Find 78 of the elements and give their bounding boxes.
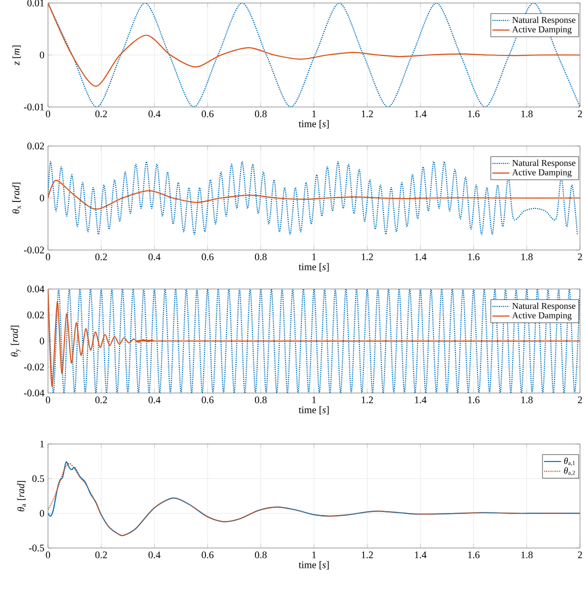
x-tick-label: 2 xyxy=(578,254,582,260)
y-tick-label: 0.5 xyxy=(32,475,44,482)
x-tick-label: 0.4 xyxy=(148,110,160,118)
y-tick-label: 0 xyxy=(40,52,44,58)
x-tick-label: 1 xyxy=(312,110,316,118)
x-tick-label: 0.6 xyxy=(202,396,214,404)
legend-label: Active Damping xyxy=(512,26,572,34)
legend-label: Active Damping xyxy=(512,312,572,320)
x-tick-label: 0.8 xyxy=(254,110,267,118)
y-tick-label: -0.02 xyxy=(24,246,44,254)
x-axis-title: time [s] xyxy=(298,120,329,128)
x-tick-label: 1.4 xyxy=(415,396,426,404)
x-tick-label: 1.2 xyxy=(362,110,373,118)
legend-label: Active Damping xyxy=(512,169,572,178)
x-tick-label: 1.8 xyxy=(521,110,533,118)
y-axis-title: θ$_{x}$ [rad] xyxy=(12,182,21,214)
y-tick-label: 0.02 xyxy=(27,312,44,318)
y-tick-label: -0.01 xyxy=(24,104,44,110)
y-tick-label: 1 xyxy=(40,440,44,448)
legend-label: Natural Response xyxy=(512,16,576,25)
y-tick-label: 0 xyxy=(40,510,44,517)
line-series xyxy=(48,161,578,235)
x-tick-label: 1.8 xyxy=(521,396,533,404)
legend-label: θ$_{a,2}$ xyxy=(564,467,575,476)
x-axis-title: time [s] xyxy=(298,263,329,272)
x-tick-label: 0.4 xyxy=(148,552,160,558)
x-tick-label: 1.6 xyxy=(468,254,480,260)
legend-label: Natural Response xyxy=(512,160,576,168)
x-tick-label: 0.8 xyxy=(254,254,267,260)
x-tick-label: 1.4 xyxy=(415,552,426,558)
x-axis-title: time [s] xyxy=(298,561,329,570)
x-tick-label: 0 xyxy=(46,110,50,118)
x-tick-label: 0.2 xyxy=(95,552,107,558)
x-tick-label: 0 xyxy=(46,552,50,558)
x-tick-label: 1 xyxy=(312,396,316,404)
y-tick-label: -0.02 xyxy=(24,364,44,370)
x-tick-label: 1.4 xyxy=(415,254,426,260)
x-tick-label: 0.6 xyxy=(202,552,214,558)
line-series xyxy=(48,180,580,210)
x-tick-label: 1.2 xyxy=(362,254,373,260)
x-tick-label: 1.8 xyxy=(521,254,533,260)
x-tick-label: 0.8 xyxy=(254,552,267,558)
y-tick-label: 0 xyxy=(40,338,44,344)
y-axis-title: θ$_{a}$ [rad] xyxy=(17,480,26,512)
y-axis-title: θ$_{y}$ [rad] xyxy=(10,326,21,357)
x-tick-label: 0.2 xyxy=(95,254,107,260)
line-series xyxy=(48,3,580,87)
y-tick-label: 0 xyxy=(40,194,44,202)
y-axis-title: z [m] xyxy=(12,46,21,66)
legend-label: θ$_{a,1}$ xyxy=(564,458,575,466)
x-tick-label: 2 xyxy=(578,110,582,118)
x-tick-label: 1 xyxy=(312,254,316,260)
x-tick-label: 1.2 xyxy=(362,552,373,558)
x-tick-label: 2 xyxy=(578,552,582,558)
x-tick-label: 0 xyxy=(46,396,50,404)
x-tick-label: 1.4 xyxy=(415,110,426,118)
legend-label: Natural Response xyxy=(512,302,576,311)
x-tick-label: 0.2 xyxy=(95,396,107,404)
x-axis-title: time [s] xyxy=(298,406,329,414)
x-tick-label: 2 xyxy=(578,396,582,404)
x-tick-label: 0.2 xyxy=(95,110,107,118)
y-tick-label: 0.01 xyxy=(27,0,44,6)
x-tick-label: 0.6 xyxy=(202,110,214,118)
x-tick-label: 0.4 xyxy=(148,254,160,260)
y-tick-label: -0.5 xyxy=(29,544,44,552)
y-tick-label: 0.02 xyxy=(27,142,44,150)
x-tick-label: 1.2 xyxy=(362,396,373,404)
x-tick-label: 1.6 xyxy=(468,396,480,404)
x-tick-label: 0.4 xyxy=(148,396,160,404)
x-tick-label: 0 xyxy=(46,254,50,260)
x-tick-label: 0.8 xyxy=(254,396,267,404)
x-tick-label: 1.6 xyxy=(468,552,480,558)
x-tick-label: 0.6 xyxy=(202,254,214,260)
y-tick-label: -0.04 xyxy=(24,390,44,396)
y-tick-label: 0.04 xyxy=(27,286,44,292)
x-tick-label: 1 xyxy=(312,552,316,558)
x-tick-label: 1.8 xyxy=(521,552,533,558)
x-tick-label: 1.6 xyxy=(468,110,480,118)
